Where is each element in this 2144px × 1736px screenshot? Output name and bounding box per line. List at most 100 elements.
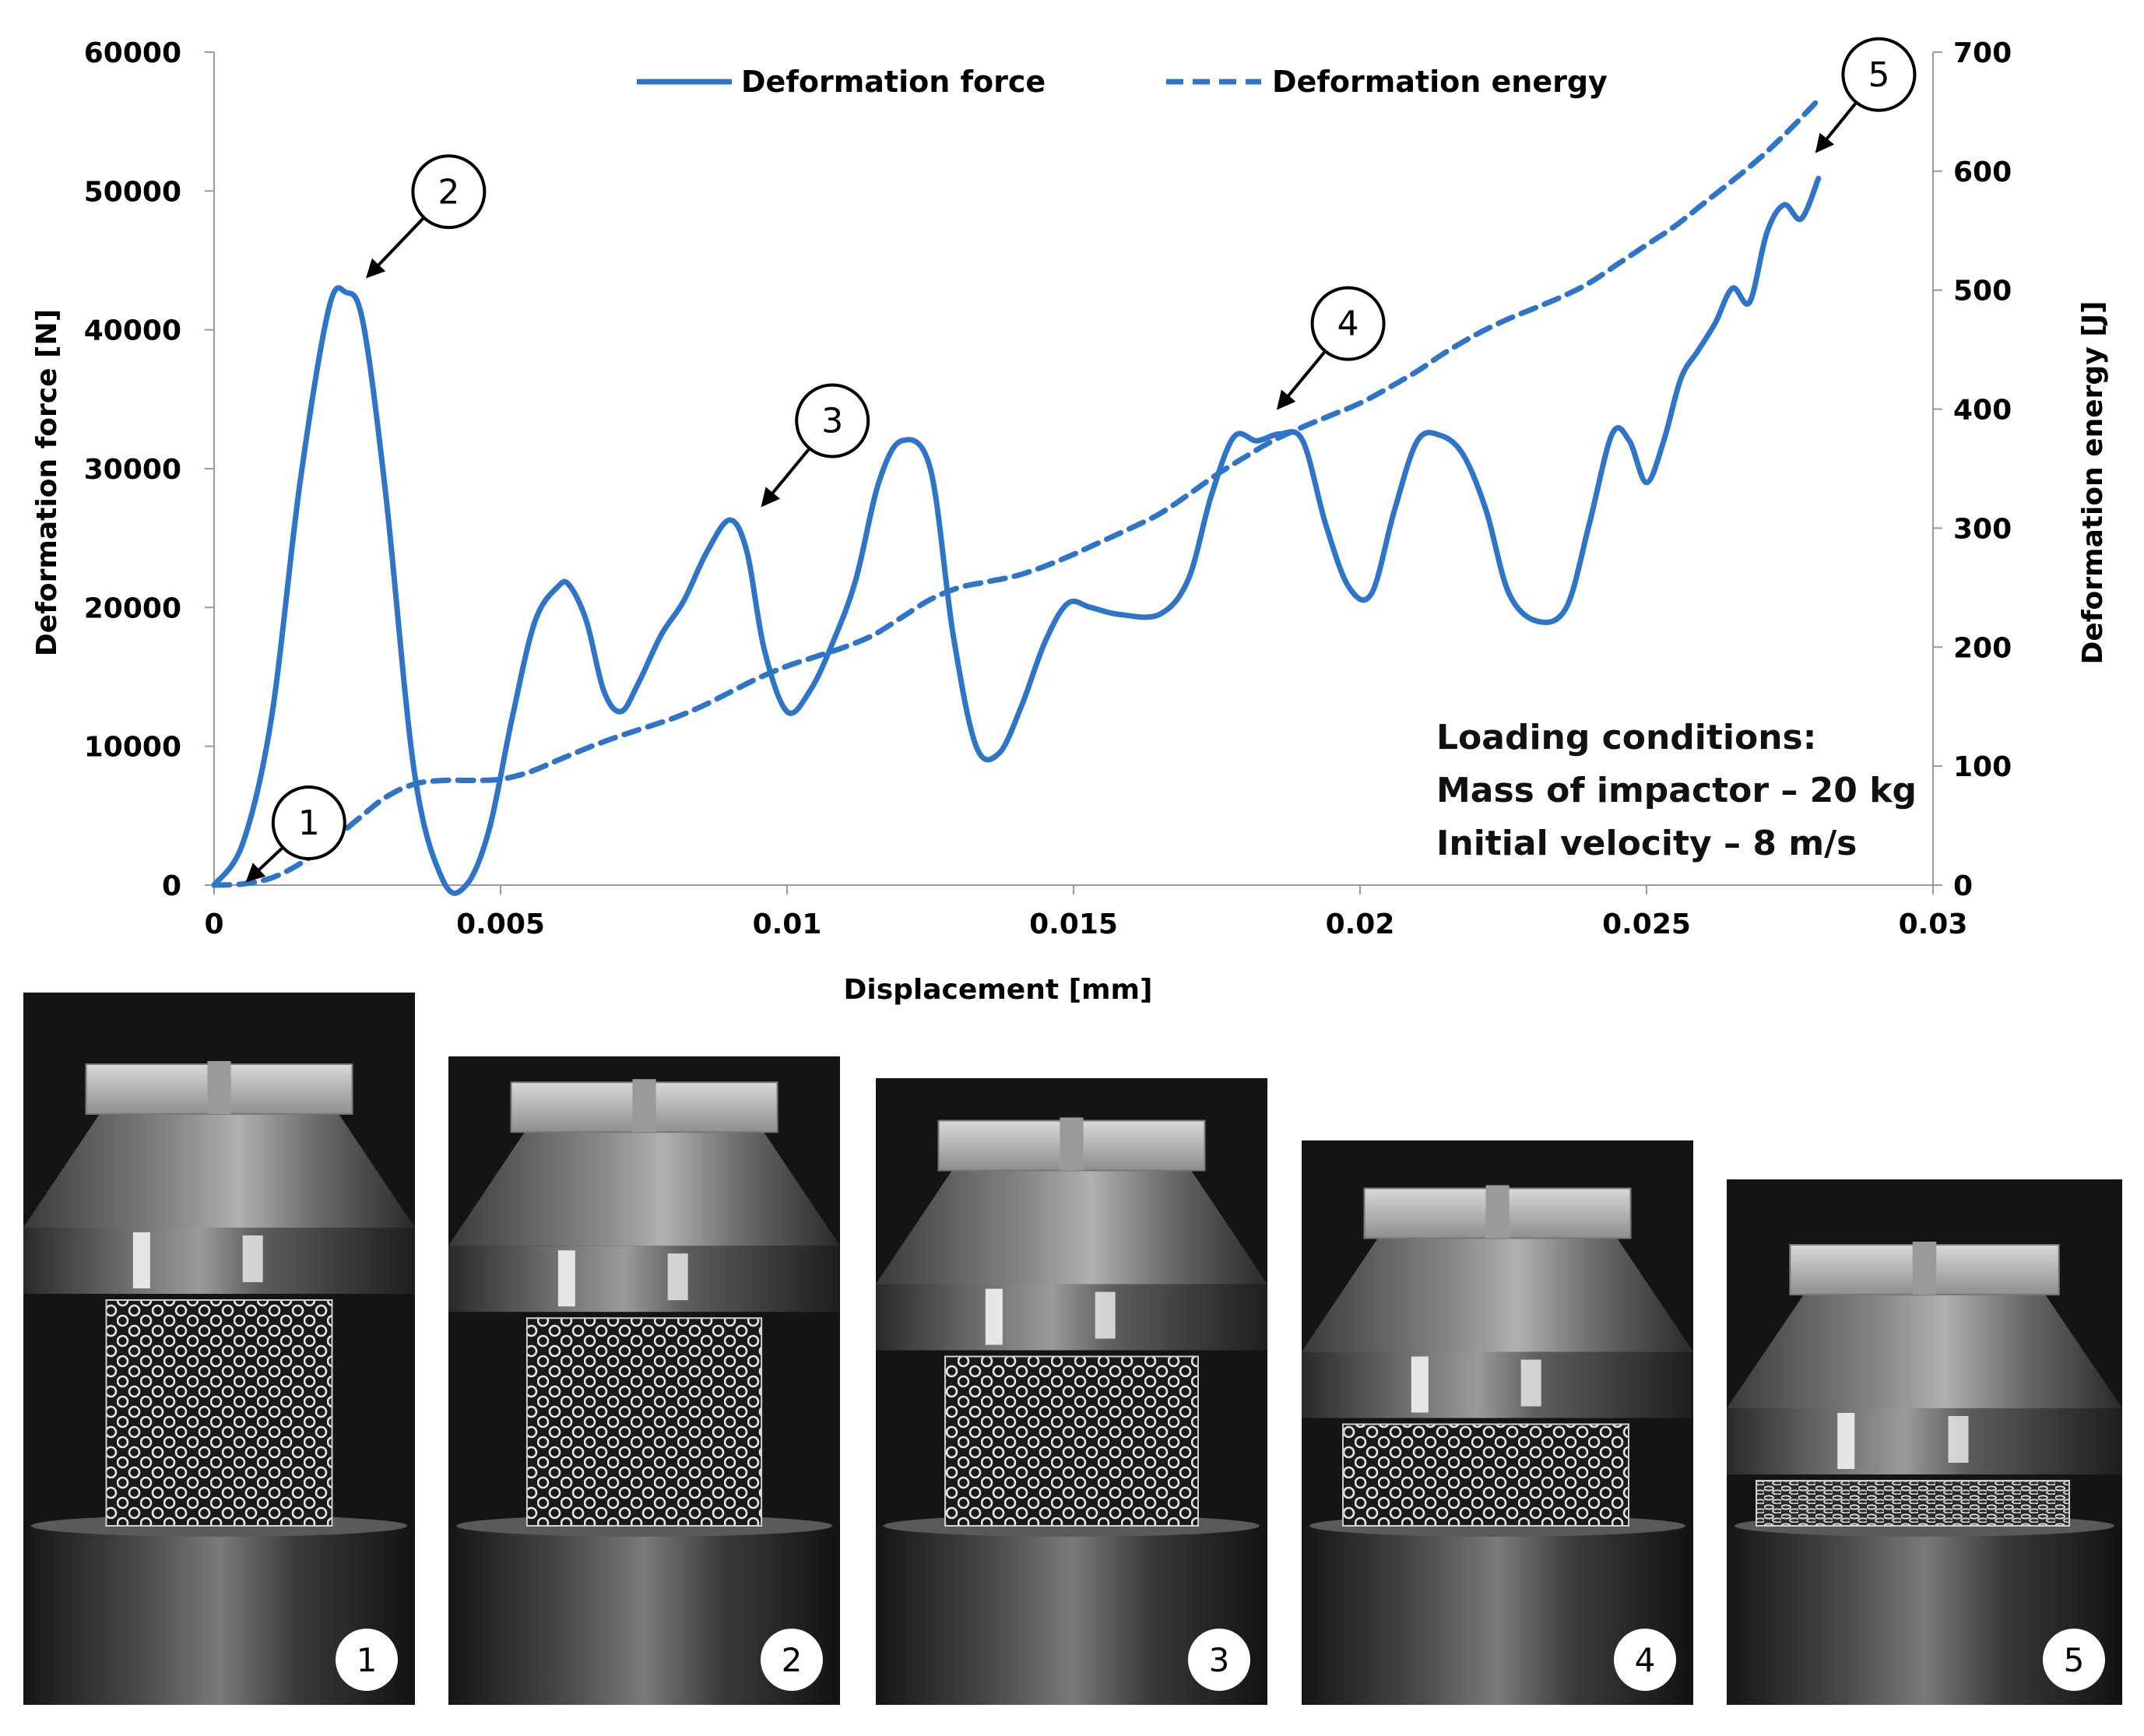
y-right-tick-label: 0	[1953, 870, 1973, 902]
impactor-flange	[1727, 1408, 2122, 1474]
photo-2: 2	[448, 1056, 840, 1705]
impactor-cone	[876, 1167, 1267, 1284]
flange-highlight	[557, 1250, 575, 1307]
honeycomb-specimen	[1756, 1480, 2070, 1527]
loading-conditions-mass: Mass of impactor – 20 kg	[1436, 771, 1917, 810]
x-tick-label: 0.01	[753, 908, 822, 940]
energy-series-line	[211, 97, 1822, 888]
flange-highlight	[1095, 1291, 1116, 1339]
flange-highlight	[1520, 1359, 1541, 1407]
legend-energy-label: Deformation energy	[1272, 65, 1608, 99]
y-left-axis-ticks: 0 10000 20000 30000 40000 50000 60000	[84, 37, 214, 902]
callout-arrow	[245, 847, 283, 883]
chart: 0 0.005 0.01 0.015 0.02 0.025 0.03 01000020000…	[31, 37, 2109, 1006]
x-axis-ticks: 0 0.005 0.01 0.015 0.02 0.025 0.03	[204, 885, 1967, 940]
photo-number-badge	[336, 1629, 398, 1691]
photo-5: 5	[1727, 1179, 2122, 1705]
x-tick-label: 0.005	[456, 908, 545, 940]
photo-number-badge	[2043, 1629, 2105, 1691]
callout-number: 2	[438, 172, 459, 212]
photo-number: 1	[357, 1641, 378, 1679]
photo-strip: 1 2 3 4 5	[23, 993, 2122, 1705]
load-cell-rod	[207, 1061, 231, 1114]
impactor-flange	[876, 1284, 1267, 1351]
photo-number-badge	[761, 1629, 823, 1691]
flange-highlight	[1837, 1413, 1855, 1469]
load-cell-rod	[632, 1079, 656, 1133]
callout-3: 3	[761, 383, 870, 508]
photo-4: 4	[1302, 1140, 1693, 1705]
legend-force-label: Deformation force	[741, 65, 1046, 99]
y-left-tick-label: 20000	[84, 592, 181, 624]
callout-circle	[1841, 37, 1917, 112]
impactor-cone	[448, 1129, 840, 1246]
x-axis-title: Displacement [mm]	[843, 974, 1152, 1006]
honeycomb-specimen	[105, 1299, 333, 1527]
y-right-tick-label: 500	[1953, 276, 2012, 307]
flange-highlight	[667, 1253, 688, 1301]
force-series-line	[211, 175, 1822, 896]
callout-circle	[1310, 286, 1386, 361]
callout-2: 2	[365, 154, 487, 279]
photo-3: 3	[876, 1078, 1267, 1705]
impactor-cone	[23, 1111, 415, 1228]
y-left-tick-label: 0	[162, 870, 181, 902]
y-right-tick-label: 200	[1953, 632, 2012, 664]
y-left-tick-label: 10000	[84, 732, 181, 764]
loading-conditions: Loading conditions: Mass of impactor – 2…	[1436, 718, 1917, 863]
callout-number: 1	[298, 803, 320, 843]
y-right-axis-title: Deformation energy [J]	[2077, 301, 2109, 665]
load-cell-rod	[1485, 1185, 1510, 1239]
impactor-flange	[1302, 1351, 1693, 1418]
callout-arrow	[1815, 102, 1857, 153]
flange-highlight	[1411, 1356, 1429, 1413]
y-right-tick-label: 100	[1953, 751, 2012, 783]
photo-number-badge	[1188, 1629, 1250, 1691]
photo-1: 1	[23, 993, 415, 1705]
flange-highlight	[1948, 1416, 1969, 1463]
x-tick-label: 0.025	[1602, 908, 1691, 940]
impactor-flange	[23, 1228, 415, 1294]
legend: Deformation force Deformation energy	[637, 65, 1608, 99]
callout-number: 5	[1868, 55, 1889, 95]
x-tick-label: 0	[204, 908, 223, 940]
honeycomb-specimen	[1342, 1423, 1629, 1527]
callout-1: 1	[245, 785, 346, 883]
callout-circle	[411, 154, 487, 230]
y-left-tick-label: 60000	[84, 37, 181, 69]
y-right-tick-label: 700	[1953, 37, 2012, 69]
photo-number-badge	[1614, 1629, 1676, 1691]
x-tick-label: 0.015	[1029, 908, 1118, 940]
y-left-tick-label: 50000	[84, 176, 181, 208]
callout-circle	[271, 785, 346, 860]
callout-arrow	[1276, 351, 1326, 410]
impactor-cone	[1727, 1291, 2122, 1408]
flange-highlight	[242, 1235, 263, 1282]
callout-4: 4	[1276, 286, 1386, 410]
photo-number: 5	[2064, 1641, 2085, 1679]
load-cell-rod	[1912, 1242, 1937, 1295]
callout-5: 5	[1815, 37, 1917, 153]
photo-number: 3	[1209, 1641, 1230, 1679]
impactor-cone	[1302, 1235, 1693, 1352]
photo-number: 4	[1635, 1641, 1656, 1679]
load-cell-rod	[1060, 1117, 1084, 1171]
y-right-tick-label: 600	[1953, 156, 2012, 188]
callout-number: 4	[1337, 304, 1359, 344]
callout-arrow	[365, 217, 424, 279]
x-tick-label: 0.02	[1326, 908, 1395, 940]
callout-circle	[795, 383, 870, 459]
loading-conditions-velocity: Initial velocity – 8 m/s	[1436, 824, 1857, 863]
flange-highlight	[985, 1288, 1003, 1345]
y-right-axis-ticks: 0 100 200 300 400 500 600 700	[1933, 37, 2012, 902]
flange-highlight	[132, 1232, 150, 1288]
callout-number: 3	[821, 402, 843, 441]
callout-arrow	[761, 448, 810, 508]
honeycomb-specimen	[944, 1355, 1199, 1527]
loading-conditions-title: Loading conditions:	[1436, 718, 1816, 757]
y-left-tick-label: 40000	[84, 315, 181, 347]
y-right-tick-label: 400	[1953, 395, 2012, 427]
series-layer	[211, 97, 1822, 896]
honeycomb-specimen	[525, 1317, 763, 1527]
